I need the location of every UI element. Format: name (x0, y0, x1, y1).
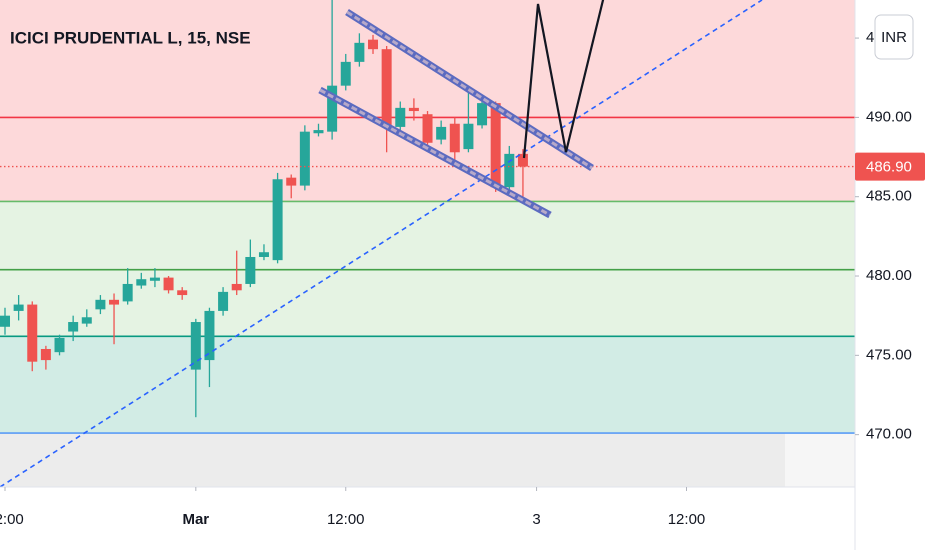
last-price-label: 486.90 (866, 159, 912, 176)
candle-body (286, 177, 297, 186)
x-tick-label: Mar (182, 511, 209, 528)
candle-body (27, 304, 38, 362)
y-tick-label: 480.00 (866, 267, 912, 284)
candle-body (149, 277, 160, 281)
x-tick-label: 3 (532, 511, 540, 528)
y-tick-label: 485.00 (866, 188, 912, 205)
y-tick-label: 475.00 (866, 346, 912, 363)
candle-body (109, 299, 120, 305)
candle-body (81, 317, 92, 324)
candle-body (504, 153, 515, 188)
last-price-tag (855, 152, 925, 181)
candle-body (408, 107, 419, 112)
candle-body (122, 283, 133, 302)
candle-body (95, 299, 106, 310)
x-tick-label: 12:00 (0, 511, 24, 528)
projection-path (522, 0, 605, 159)
candle-body (68, 322, 79, 332)
candle-body (231, 283, 242, 291)
currency-button-frame[interactable] (874, 14, 914, 60)
chart-title: ICICI PRUDENTIAL L, 15, NSE (10, 28, 251, 47)
candle-body (54, 337, 65, 353)
candle-body (395, 107, 406, 127)
level-band (0, 336, 855, 434)
candle-body (272, 179, 283, 261)
candle-body (163, 277, 174, 291)
candle-body (422, 114, 433, 143)
candle-body (0, 315, 10, 327)
bands (0, 0, 855, 434)
candle-body (477, 103, 488, 126)
channel-lower-inner (319, 88, 551, 217)
currency-button[interactable]: INR (874, 14, 914, 60)
candle-body (136, 279, 147, 286)
level-band (0, 0, 855, 118)
candle-body (436, 126, 447, 140)
trend-line (0, 0, 763, 487)
drawings (0, 0, 763, 487)
candle-body (449, 123, 460, 153)
candle-body (313, 130, 324, 134)
currency-button-label[interactable]: INR (881, 29, 907, 46)
y-tick-label: 470.00 (866, 426, 912, 443)
y-tick-label: 490.00 (866, 108, 912, 125)
candle-body (177, 290, 188, 296)
candle-body (190, 322, 201, 370)
x-tick-label: 12:00 (668, 511, 706, 528)
candle-body (381, 49, 392, 127)
candle-body (368, 39, 379, 50)
candles (0, 0, 855, 418)
level-band (0, 201, 855, 270)
channel-upper-inner (346, 10, 593, 170)
candle-body (204, 310, 215, 361)
candle-body (258, 252, 269, 257)
candle-body (327, 85, 338, 132)
candle-body (299, 131, 310, 186)
candle-body (354, 42, 365, 62)
candle-body (517, 153, 528, 167)
candle-body (340, 61, 351, 86)
candle-body (463, 123, 474, 150)
x-tick-label: 12:00 (327, 511, 365, 528)
candle-body (245, 256, 256, 284)
candle-body (490, 103, 501, 188)
candle-body (40, 348, 51, 361)
candle-body (13, 304, 24, 311)
axes (4, 37, 859, 491)
candle-body (218, 291, 229, 311)
